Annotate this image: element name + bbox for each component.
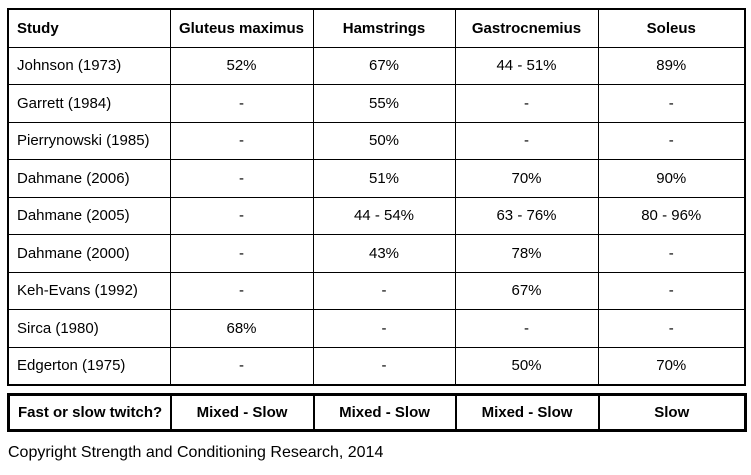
study-name: Edgerton (1975) <box>7 346 171 386</box>
cell-value: 90% <box>597 159 746 198</box>
cell-value: - <box>454 309 599 348</box>
cell-value: 44 - 51% <box>454 46 599 85</box>
cell-value: 68% <box>169 309 314 348</box>
table-row: Pierrynowski (1985) - 50% - - <box>7 121 746 160</box>
cell-value: - <box>312 309 456 348</box>
cell-value: 70% <box>597 346 746 386</box>
cell-value: 43% <box>312 234 456 273</box>
summary-value: Mixed - Slow <box>454 393 600 432</box>
col-header-soleus: Soleus <box>597 8 746 48</box>
study-name: Dahmane (2005) <box>7 196 171 235</box>
table-row: Garrett (1984) - 55% - - <box>7 84 746 123</box>
table-row: Keh-Evans (1992) - - 67% - <box>7 271 746 310</box>
copyright-text: Copyright Strength and Conditioning Rese… <box>8 444 384 461</box>
cell-value: 50% <box>312 121 456 160</box>
cell-value: - <box>597 234 746 273</box>
study-name: Johnson (1973) <box>7 46 171 85</box>
cell-value: - <box>454 84 599 123</box>
cell-value: 55% <box>312 84 456 123</box>
cell-value: 50% <box>454 346 599 386</box>
col-header-gastrocnemius: Gastrocnemius <box>454 8 599 48</box>
table-row: Johnson (1973) 52% 67% 44 - 51% 89% <box>7 46 746 85</box>
cell-value: 44 - 54% <box>312 196 456 235</box>
study-name: Pierrynowski (1985) <box>7 121 171 160</box>
cell-value: - <box>597 121 746 160</box>
summary-value: Mixed - Slow <box>169 393 315 432</box>
cell-value: 67% <box>312 46 456 85</box>
study-name: Garrett (1984) <box>7 84 171 123</box>
col-header-gluteus-maximus: Gluteus maximus <box>169 8 314 48</box>
col-header-hamstrings: Hamstrings <box>312 8 456 48</box>
cell-value: 70% <box>454 159 599 198</box>
table-row: Edgerton (1975) - - 50% 70% <box>7 346 746 386</box>
cell-value: - <box>169 196 314 235</box>
table-header-row: Study Gluteus maximus Hamstrings Gastroc… <box>7 8 746 48</box>
study-name: Dahmane (2006) <box>7 159 171 198</box>
summary-row: Fast or slow twitch? Mixed - Slow Mixed … <box>7 393 747 432</box>
cell-value: - <box>169 346 314 386</box>
study-name: Dahmane (2000) <box>7 234 171 273</box>
cell-value: - <box>312 271 456 310</box>
summary-value: Mixed - Slow <box>312 393 457 432</box>
cell-value: - <box>312 346 456 386</box>
cell-value: 52% <box>169 46 314 85</box>
cell-value: - <box>169 271 314 310</box>
twitch-summary-table: Fast or slow twitch? Mixed - Slow Mixed … <box>7 393 747 432</box>
cell-value: - <box>169 159 314 198</box>
summary-label: Fast or slow twitch? <box>7 393 172 432</box>
cell-value: 80 - 96% <box>597 196 746 235</box>
cell-value: - <box>169 84 314 123</box>
cell-value: - <box>597 271 746 310</box>
cell-value: - <box>597 84 746 123</box>
cell-value: 67% <box>454 271 599 310</box>
summary-value: Slow <box>597 393 747 432</box>
cell-value: 78% <box>454 234 599 273</box>
cell-value: - <box>597 309 746 348</box>
table-row: Sirca (1980) 68% - - - <box>7 309 746 348</box>
cell-value: 51% <box>312 159 456 198</box>
cell-value: 89% <box>597 46 746 85</box>
fiber-type-table: Study Gluteus maximus Hamstrings Gastroc… <box>7 8 746 386</box>
table-row: Dahmane (2006) - 51% 70% 90% <box>7 159 746 198</box>
cell-value: 63 - 76% <box>454 196 599 235</box>
study-name: Sirca (1980) <box>7 309 171 348</box>
cell-value: - <box>169 121 314 160</box>
col-header-study: Study <box>7 8 171 48</box>
table-row: Dahmane (2000) - 43% 78% - <box>7 234 746 273</box>
table-row: Dahmane (2005) - 44 - 54% 63 - 76% 80 - … <box>7 196 746 235</box>
cell-value: - <box>169 234 314 273</box>
cell-value: - <box>454 121 599 160</box>
study-name: Keh-Evans (1992) <box>7 271 171 310</box>
